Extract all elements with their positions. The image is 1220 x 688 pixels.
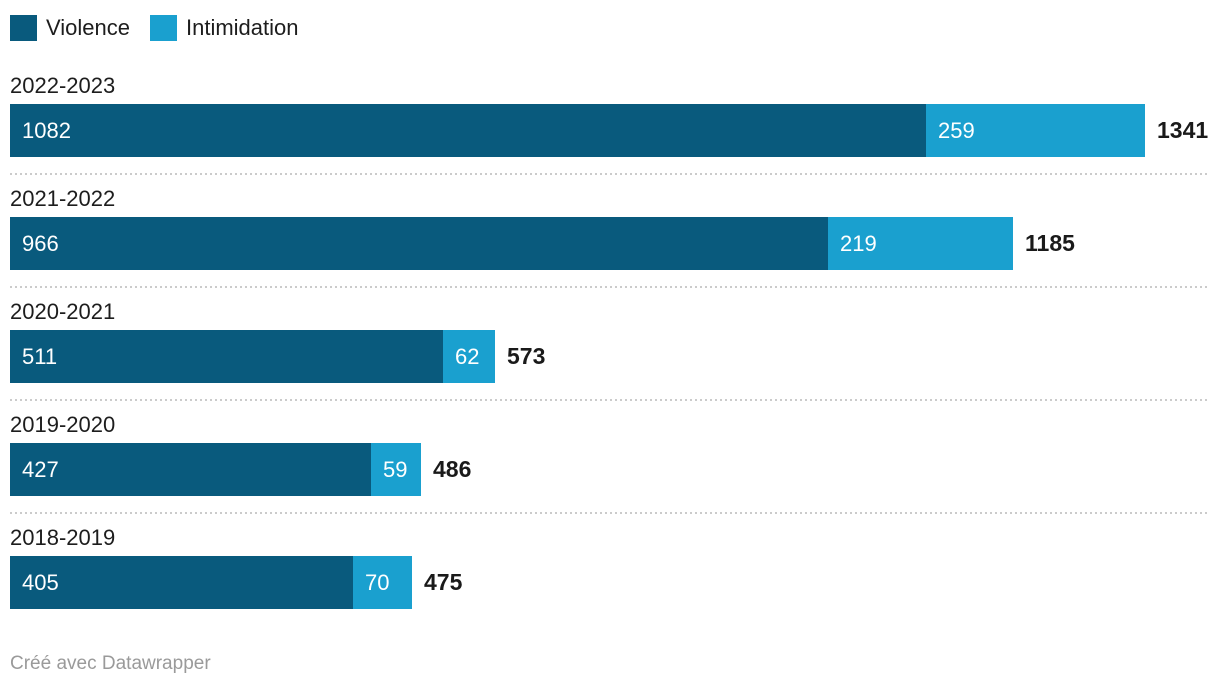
stacked-bar: 511 62 573 [10, 330, 1210, 383]
category-label: 2019-2020 [10, 412, 116, 437]
segment-value-label: 427 [22, 456, 59, 482]
segment-value-label: 62 [455, 343, 480, 369]
segment-value-label: 405 [22, 569, 59, 595]
total-label: 573 [507, 343, 546, 369]
row-separator [10, 286, 1210, 288]
row-separator [10, 512, 1210, 514]
bar-segment-violence[interactable]: 405 [10, 556, 353, 609]
segment-value-label: 511 [22, 343, 58, 369]
category-label: 2020-2021 [10, 299, 116, 324]
stacked-bar: 966 219 1185 [10, 217, 1210, 270]
row-separator [10, 399, 1210, 401]
bar-segment-violence[interactable]: 511 [10, 330, 443, 383]
stacked-bar: 427 59 486 [10, 443, 1210, 496]
legend-item-label: Intimidation [186, 15, 299, 40]
total-label: 1341 [1157, 117, 1209, 143]
bar-segment-intimidation[interactable]: 219 [828, 217, 1013, 270]
row-separator [10, 173, 1210, 175]
bar-row: 2018-2019 405 70 475 [10, 525, 1210, 609]
segment-value-label: 966 [22, 230, 59, 256]
category-label: 2018-2019 [10, 525, 116, 550]
chart-legend: Violence Intimidation [10, 15, 1210, 41]
total-label: 475 [424, 569, 463, 595]
bar-segment-violence[interactable]: 427 [10, 443, 371, 496]
bar-row: 2020-2021 511 62 573 [10, 299, 1210, 401]
total-label: 486 [433, 456, 472, 482]
legend-item-label: Violence [46, 15, 130, 40]
intimidation-swatch-icon [150, 15, 177, 41]
stacked-bar: 1082 259 1341 [10, 104, 1210, 157]
bar-segment-violence[interactable]: 966 [10, 217, 828, 270]
legend-item-intimidation: Intimidation [150, 15, 299, 41]
bar-chart: 2022-2023 1082 259 1341 2021-2022 966 21… [10, 73, 1210, 609]
segment-value-label: 70 [365, 569, 390, 595]
legend-item-violence: Violence [10, 15, 130, 41]
bar-segment-intimidation[interactable]: 62 [443, 330, 495, 383]
bar-row: 2019-2020 427 59 486 [10, 412, 1210, 514]
total-label: 1185 [1025, 230, 1075, 256]
bar-segment-intimidation[interactable]: 70 [353, 556, 412, 609]
stacked-bar: 405 70 475 [10, 556, 1210, 609]
segment-value-label: 1082 [22, 117, 71, 143]
datawrapper-credit-link[interactable]: Créé avec Datawrapper [10, 653, 211, 674]
bar-segment-violence[interactable]: 1082 [10, 104, 926, 157]
bar-segment-intimidation[interactable]: 259 [926, 104, 1145, 157]
segment-value-label: 59 [383, 456, 408, 482]
segment-value-label: 259 [938, 117, 975, 143]
bar-row: 2021-2022 966 219 1185 [10, 186, 1210, 288]
segment-value-label: 219 [840, 230, 877, 256]
violence-swatch-icon [10, 15, 37, 41]
category-label: 2022-2023 [10, 73, 116, 98]
bar-row: 2022-2023 1082 259 1341 [10, 73, 1210, 175]
chart-footer: Créé avec Datawrapper [10, 652, 1210, 676]
bar-segment-intimidation[interactable]: 59 [371, 443, 421, 496]
category-label: 2021-2022 [10, 186, 116, 211]
